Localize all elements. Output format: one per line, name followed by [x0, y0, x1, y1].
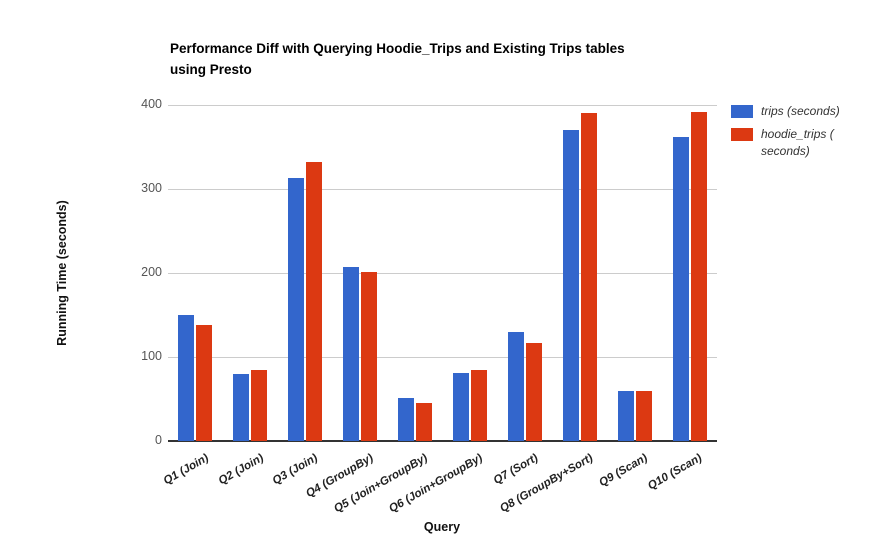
legend-item-trips[interactable]: trips (seconds)	[731, 103, 881, 120]
legend: trips (seconds) hoodie_trips (seconds)	[731, 103, 881, 166]
bar-trips[interactable]	[398, 398, 415, 441]
x-tick-label: Q9 (Scan)	[597, 452, 650, 490]
bar-trips[interactable]	[452, 373, 469, 441]
bar-trips[interactable]	[288, 178, 305, 441]
bar-trips[interactable]	[233, 374, 250, 441]
bar-hoodie-trips[interactable]	[690, 112, 707, 441]
bar-hoodie-trips[interactable]	[470, 370, 487, 441]
y-tick-label: 100	[141, 349, 162, 363]
gridline	[168, 356, 717, 358]
chart-title-line-2: using Presto	[170, 62, 252, 77]
x-tick-label: Q3 (Join)	[271, 452, 321, 488]
x-axis-line	[168, 440, 717, 442]
bar-hoodie-trips[interactable]	[525, 343, 542, 441]
x-tick-label: Q7 (Sort)	[491, 452, 540, 487]
x-tick-label: Q8 (GroupBy+Sort)	[497, 452, 595, 515]
bar-trips[interactable]	[343, 267, 360, 441]
bar-trips[interactable]	[178, 315, 195, 441]
x-tick-label: Q10 (Scan)	[646, 452, 705, 493]
legend-swatch	[731, 128, 753, 141]
chart-title-line-1: Performance Diff with Querying Hoodie_Tr…	[170, 41, 625, 56]
bar-hoodie-trips[interactable]	[251, 370, 268, 441]
y-tick-label: 0	[155, 433, 162, 447]
legend-swatch	[731, 105, 753, 118]
plot-area	[168, 104, 717, 442]
bar-hoodie-trips[interactable]	[306, 162, 323, 441]
x-tick-label: Q6 (Join+GroupBy)	[387, 452, 485, 516]
bar-hoodie-trips[interactable]	[580, 113, 597, 441]
legend-item-hoodie-trips[interactable]: hoodie_trips (seconds)	[731, 126, 881, 160]
bar-trips[interactable]	[672, 137, 689, 441]
chart-title: Performance Diff with Querying Hoodie_Tr…	[170, 38, 625, 80]
bar-hoodie-trips[interactable]	[635, 391, 652, 441]
x-tick-label: Q5 (Join+GroupBy)	[332, 452, 431, 516]
bar-trips[interactable]	[617, 391, 634, 441]
bar-hoodie-trips[interactable]	[416, 403, 433, 441]
legend-label: hoodie_trips (seconds)	[761, 127, 834, 158]
legend-label: trips (seconds)	[761, 104, 840, 118]
y-tick-label: 200	[141, 265, 162, 279]
bar-hoodie-trips[interactable]	[196, 325, 213, 441]
x-axis-title: Query	[423, 520, 461, 534]
y-tick-label: 400	[141, 97, 162, 111]
bar-trips[interactable]	[562, 130, 579, 441]
y-axis-title: Running Time (seconds)	[55, 200, 69, 346]
x-tick-label: Q2 (Join)	[216, 452, 266, 488]
y-tick-label: 300	[141, 181, 162, 195]
gridline	[168, 104, 717, 106]
bar-trips[interactable]	[507, 332, 524, 441]
x-tick-label: Q1 (Join)	[161, 452, 211, 488]
gridline	[168, 272, 717, 274]
bar-hoodie-trips[interactable]	[361, 272, 378, 441]
gridline	[168, 188, 717, 190]
